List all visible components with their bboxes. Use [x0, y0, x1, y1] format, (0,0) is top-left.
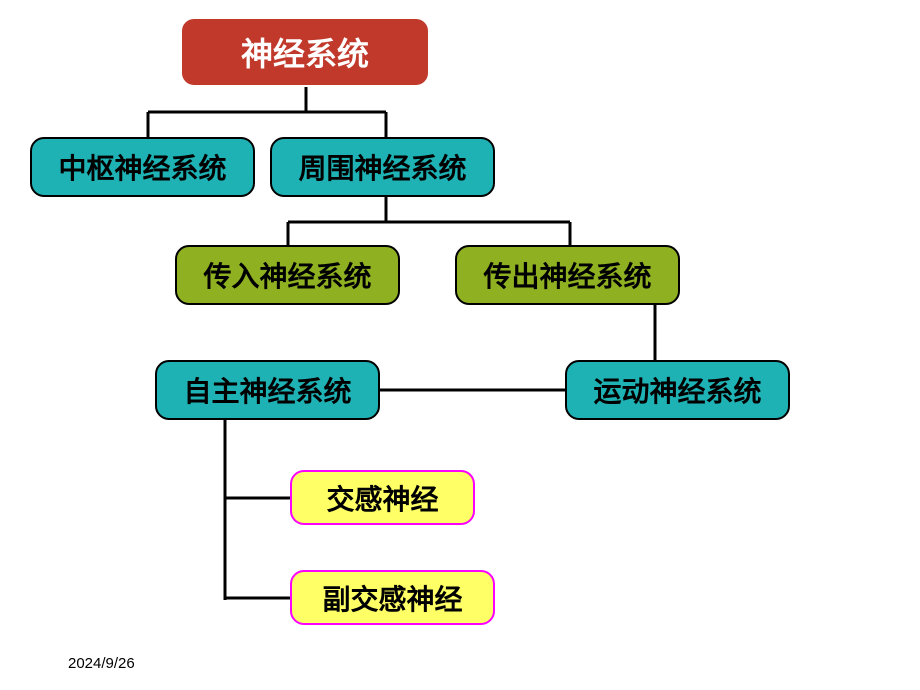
node-label: 运动神经系统	[593, 370, 761, 410]
date-label: 2024/9/26	[68, 655, 135, 672]
node-parasymp: 副交感神经	[290, 570, 495, 625]
node-label: 传入神经系统	[203, 255, 371, 295]
node-label: 神经系统	[241, 29, 369, 75]
node-label: 传出神经系统	[483, 255, 651, 295]
node-label: 自主神经系统	[183, 370, 351, 410]
node-autonomic: 自主神经系统	[155, 360, 380, 420]
node-periph: 周围神经系统	[270, 137, 495, 197]
node-efferent: 传出神经系统	[455, 245, 680, 305]
node-label: 交感神经	[326, 478, 438, 518]
node-symp: 交感神经	[290, 470, 475, 525]
node-central: 中枢神经系统	[30, 137, 255, 197]
node-label: 周围神经系统	[298, 147, 466, 187]
node-motor: 运动神经系统	[565, 360, 790, 420]
node-label: 副交感神经	[322, 578, 462, 618]
node-label: 中枢神经系统	[58, 147, 226, 187]
node-root: 神经系统	[180, 17, 430, 87]
node-afferent: 传入神经系统	[175, 245, 400, 305]
